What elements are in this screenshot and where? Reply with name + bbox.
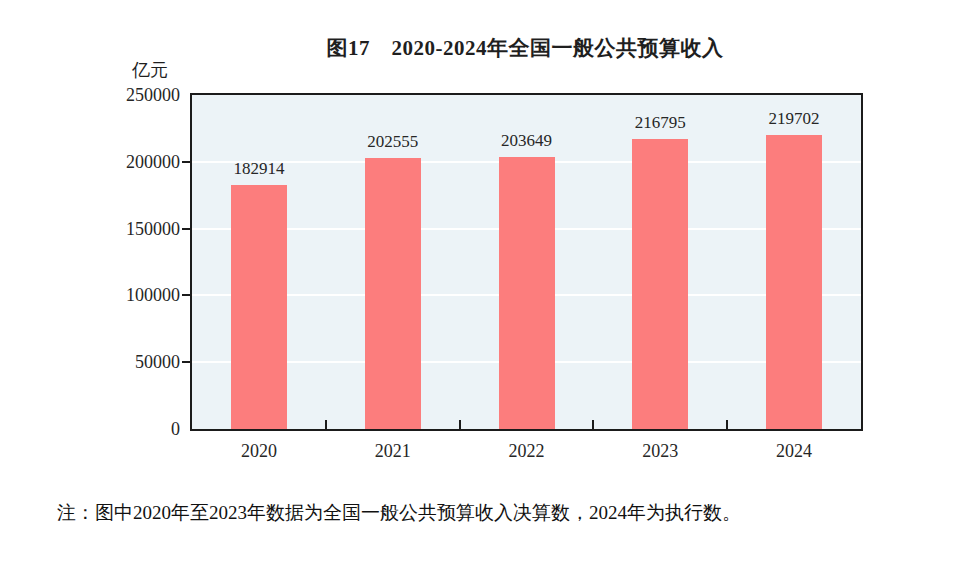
x-axis-tick [592, 420, 594, 429]
y-tick-label-50000: 50000 [60, 351, 180, 373]
y-tick-label-150000: 150000 [60, 218, 180, 240]
x-tick-label-2020: 2020 [192, 441, 326, 462]
bar-2022 [499, 157, 555, 429]
plot-area: 182914202555203649216795219702 [192, 95, 861, 429]
figure-17-budget-revenue-chart: 图17 2020-2024年全国一般公共预算收入 亿元 182914202555… [0, 0, 966, 577]
y-axis-tick [182, 361, 190, 363]
chart-title: 图17 2020-2024年全国一般公共预算收入 [190, 34, 860, 62]
y-axis-unit-label: 亿元 [60, 58, 168, 82]
y-tick-label-200000: 200000 [60, 151, 180, 173]
y-axis-tick [182, 161, 190, 163]
y-axis-tick [182, 228, 190, 230]
bar-2021 [365, 158, 421, 429]
bar-value-label: 219702 [727, 109, 861, 129]
x-axis-tick [459, 420, 461, 429]
bar-value-label: 182914 [192, 159, 326, 179]
y-tick-label-250000: 250000 [60, 84, 180, 106]
x-tick-label-2021: 2021 [326, 441, 460, 462]
footnote: 注：图中2020年至2023年数据为全国一般公共预算收入决算数，2024年为执行… [57, 500, 937, 526]
plot-frame: 182914202555203649216795219702 [190, 93, 863, 431]
bar-value-label: 203649 [460, 131, 594, 151]
bar-2023 [632, 139, 688, 429]
y-axis-tick [182, 294, 190, 296]
y-tick-label-0: 0 [60, 418, 180, 440]
x-tick-label-2022: 2022 [460, 441, 594, 462]
x-axis-tick [726, 420, 728, 429]
bar-value-label: 216795 [593, 113, 727, 133]
x-tick-label-2024: 2024 [727, 441, 861, 462]
bar-2024 [766, 135, 822, 429]
bar-value-label: 202555 [326, 132, 460, 152]
x-axis-tick [325, 420, 327, 429]
y-tick-label-100000: 100000 [60, 284, 180, 306]
bar-2020 [231, 185, 287, 429]
x-tick-label-2023: 2023 [593, 441, 727, 462]
